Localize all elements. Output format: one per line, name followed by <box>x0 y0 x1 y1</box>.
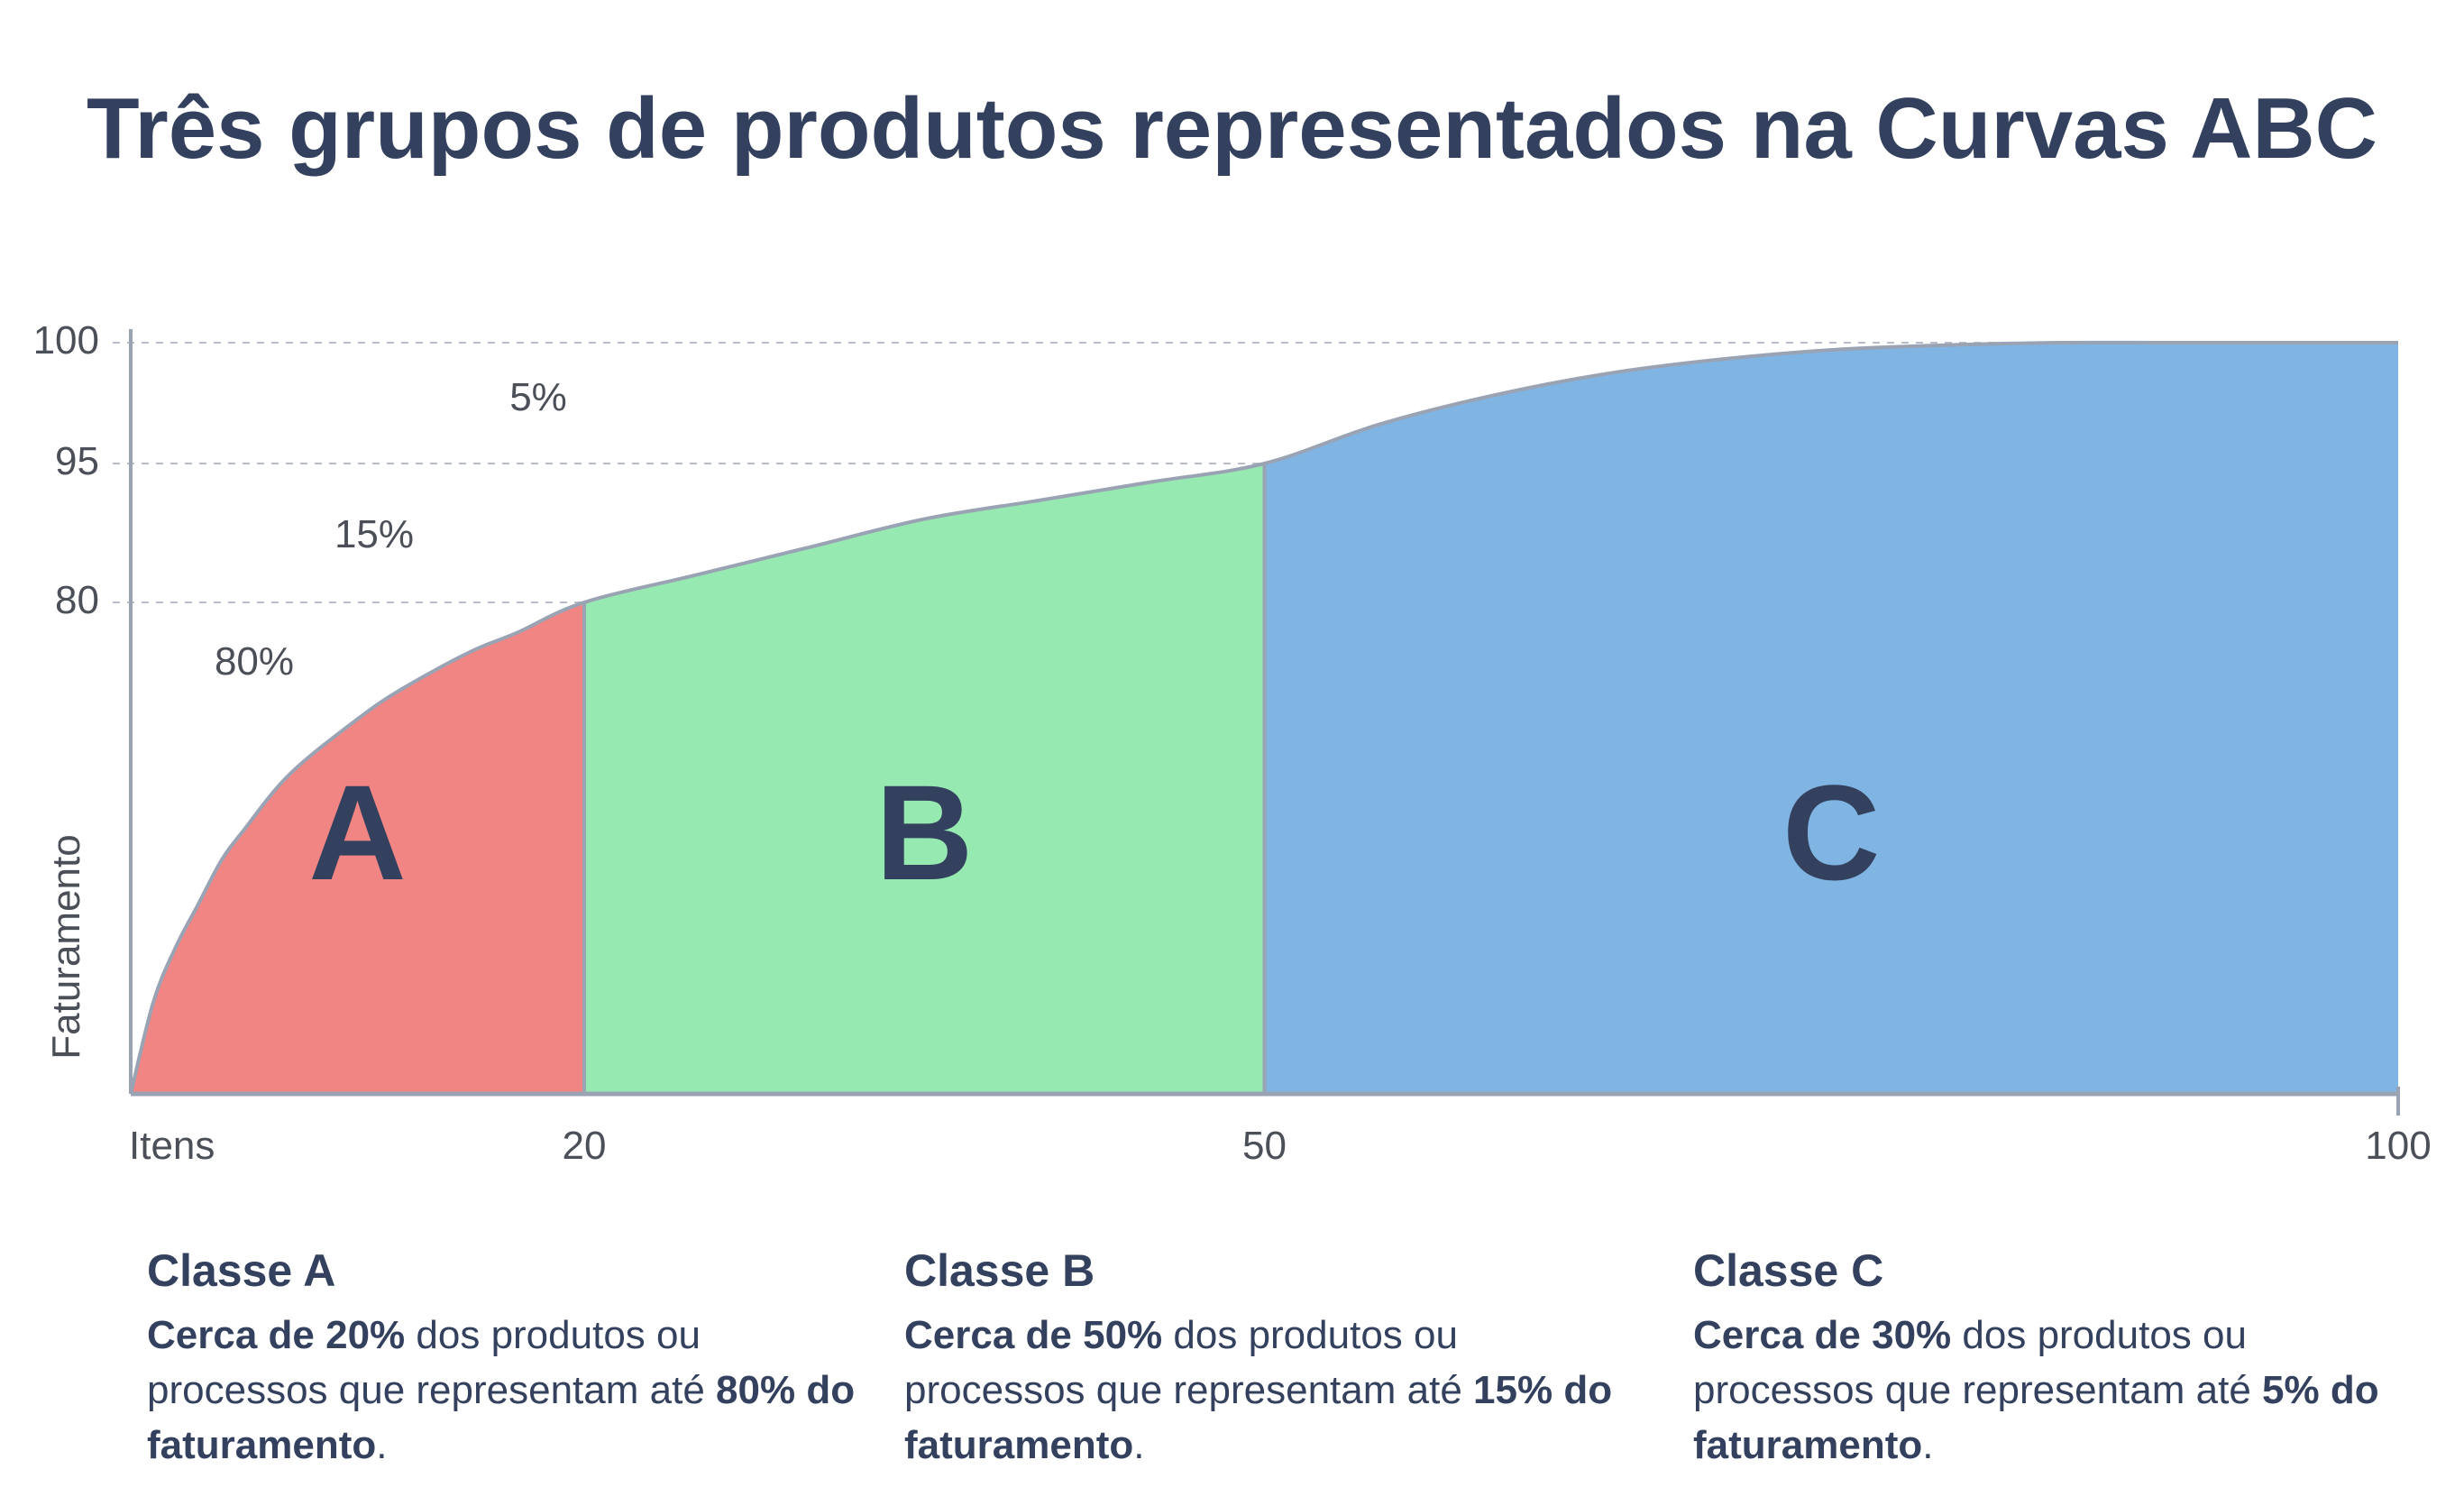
class-a-heading: Classe A <box>147 1245 336 1296</box>
class-a-text-middle: dos produtos ou processos que representa… <box>147 1313 717 1412</box>
area-layer <box>131 342 2398 1094</box>
axis-layer <box>129 329 2400 1116</box>
y-tick-80: 80 <box>55 578 99 622</box>
class-a-description: Classe A Cerca de 20% dos produtos ou pr… <box>147 1244 868 1473</box>
class-b-text-middle: dos produtos ou processos que representa… <box>904 1313 1474 1412</box>
annotation-5-percent: 5% <box>509 375 567 419</box>
y-tick-95: 95 <box>55 439 99 483</box>
x-tick-100: 100 <box>2365 1124 2431 1168</box>
segment-label-a: A <box>308 757 406 908</box>
class-a-share: Cerca de 20% <box>147 1313 406 1357</box>
class-b-heading: Classe B <box>904 1245 1095 1296</box>
annotation-15-percent: 15% <box>334 512 414 556</box>
class-a-text-end: . <box>376 1423 388 1467</box>
class-b-text-end: . <box>1133 1423 1145 1467</box>
abc-curve-chart: A B C 80 95 100 20 50 100 Itens Faturamento 5% 15% 80… <box>33 318 2432 1168</box>
y-axis-label: Faturamento <box>44 834 88 1059</box>
class-c-share: Cerca de 30% <box>1693 1313 1952 1357</box>
segment-b <box>584 464 1265 1094</box>
class-a-revenue: 80% do faturamento <box>147 1368 856 1467</box>
class-b-text: Cerca de 50% dos produtos ou processos q… <box>904 1308 1626 1473</box>
class-c-text-end: . <box>1922 1423 1934 1467</box>
x-axis-label: Itens <box>129 1124 215 1168</box>
label-layer: A B C 80 95 100 20 50 100 Itens Faturamento 5% 15% 80… <box>33 318 2432 1168</box>
y-tick-100: 100 <box>33 318 99 363</box>
segment-label-b: B <box>875 757 973 908</box>
segment-c <box>1264 342 2398 1094</box>
abc-curve-line <box>129 340 2398 1095</box>
class-c-heading: Classe C <box>1693 1245 1884 1296</box>
segment-label-c: C <box>1782 757 1880 908</box>
class-b-share: Cerca de 50% <box>904 1313 1163 1357</box>
class-c-description: Classe C Cerca de 30% dos produtos ou pr… <box>1693 1244 2414 1473</box>
x-tick-50: 50 <box>1242 1124 1287 1168</box>
class-a-text: Cerca de 20% dos produtos ou processos q… <box>147 1308 868 1473</box>
class-b-revenue: 15% do faturamento <box>904 1368 1613 1467</box>
class-c-revenue: 5% do faturamento <box>1693 1368 2379 1467</box>
chart-title: Três grupos de produtos representados na… <box>87 80 2377 177</box>
annotation-80-percent: 80% <box>215 639 294 684</box>
class-c-text: Cerca de 30% dos produtos ou processos q… <box>1693 1308 2414 1473</box>
class-b-description: Classe B Cerca de 50% dos produtos ou pr… <box>904 1244 1626 1473</box>
class-c-text-middle: dos produtos ou processos que representa… <box>1693 1313 2263 1412</box>
x-tick-20: 20 <box>563 1124 607 1168</box>
segment-a <box>131 602 584 1094</box>
